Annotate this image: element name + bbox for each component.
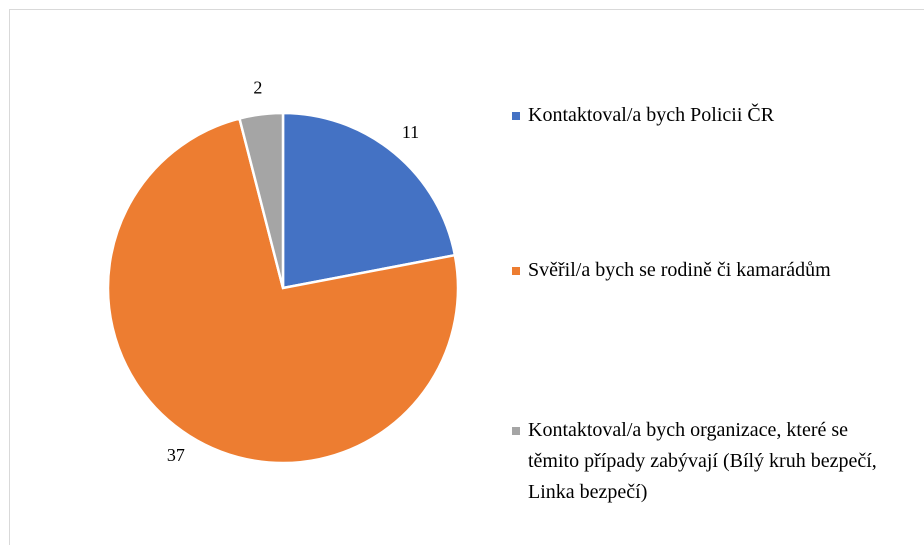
- legend-label: Svěřil/a bych se rodině či kamarádům: [528, 259, 831, 281]
- data-label: 37: [167, 445, 185, 465]
- legend-swatch: [512, 267, 520, 275]
- legend-entry: Kontaktoval/a bych Policii ČR: [512, 100, 912, 131]
- legend-entry: Kontaktoval/a bych organizace, které se …: [512, 415, 897, 508]
- data-label: 2: [253, 78, 262, 98]
- legend-label: Kontaktoval/a bych organizace, které se …: [528, 419, 877, 503]
- pie-slice: [281, 111, 457, 290]
- legend-swatch: [512, 427, 520, 435]
- pie-slice: [106, 116, 460, 465]
- legend-label: Kontaktoval/a bych Policii ČR: [528, 104, 775, 126]
- pie-slice: [237, 111, 285, 289]
- data-label: 11: [402, 122, 419, 142]
- legend-swatch: [512, 112, 520, 120]
- chart-border: [9, 9, 924, 545]
- legend-entry: Svěřil/a bych se rodině či kamarádům: [512, 255, 842, 286]
